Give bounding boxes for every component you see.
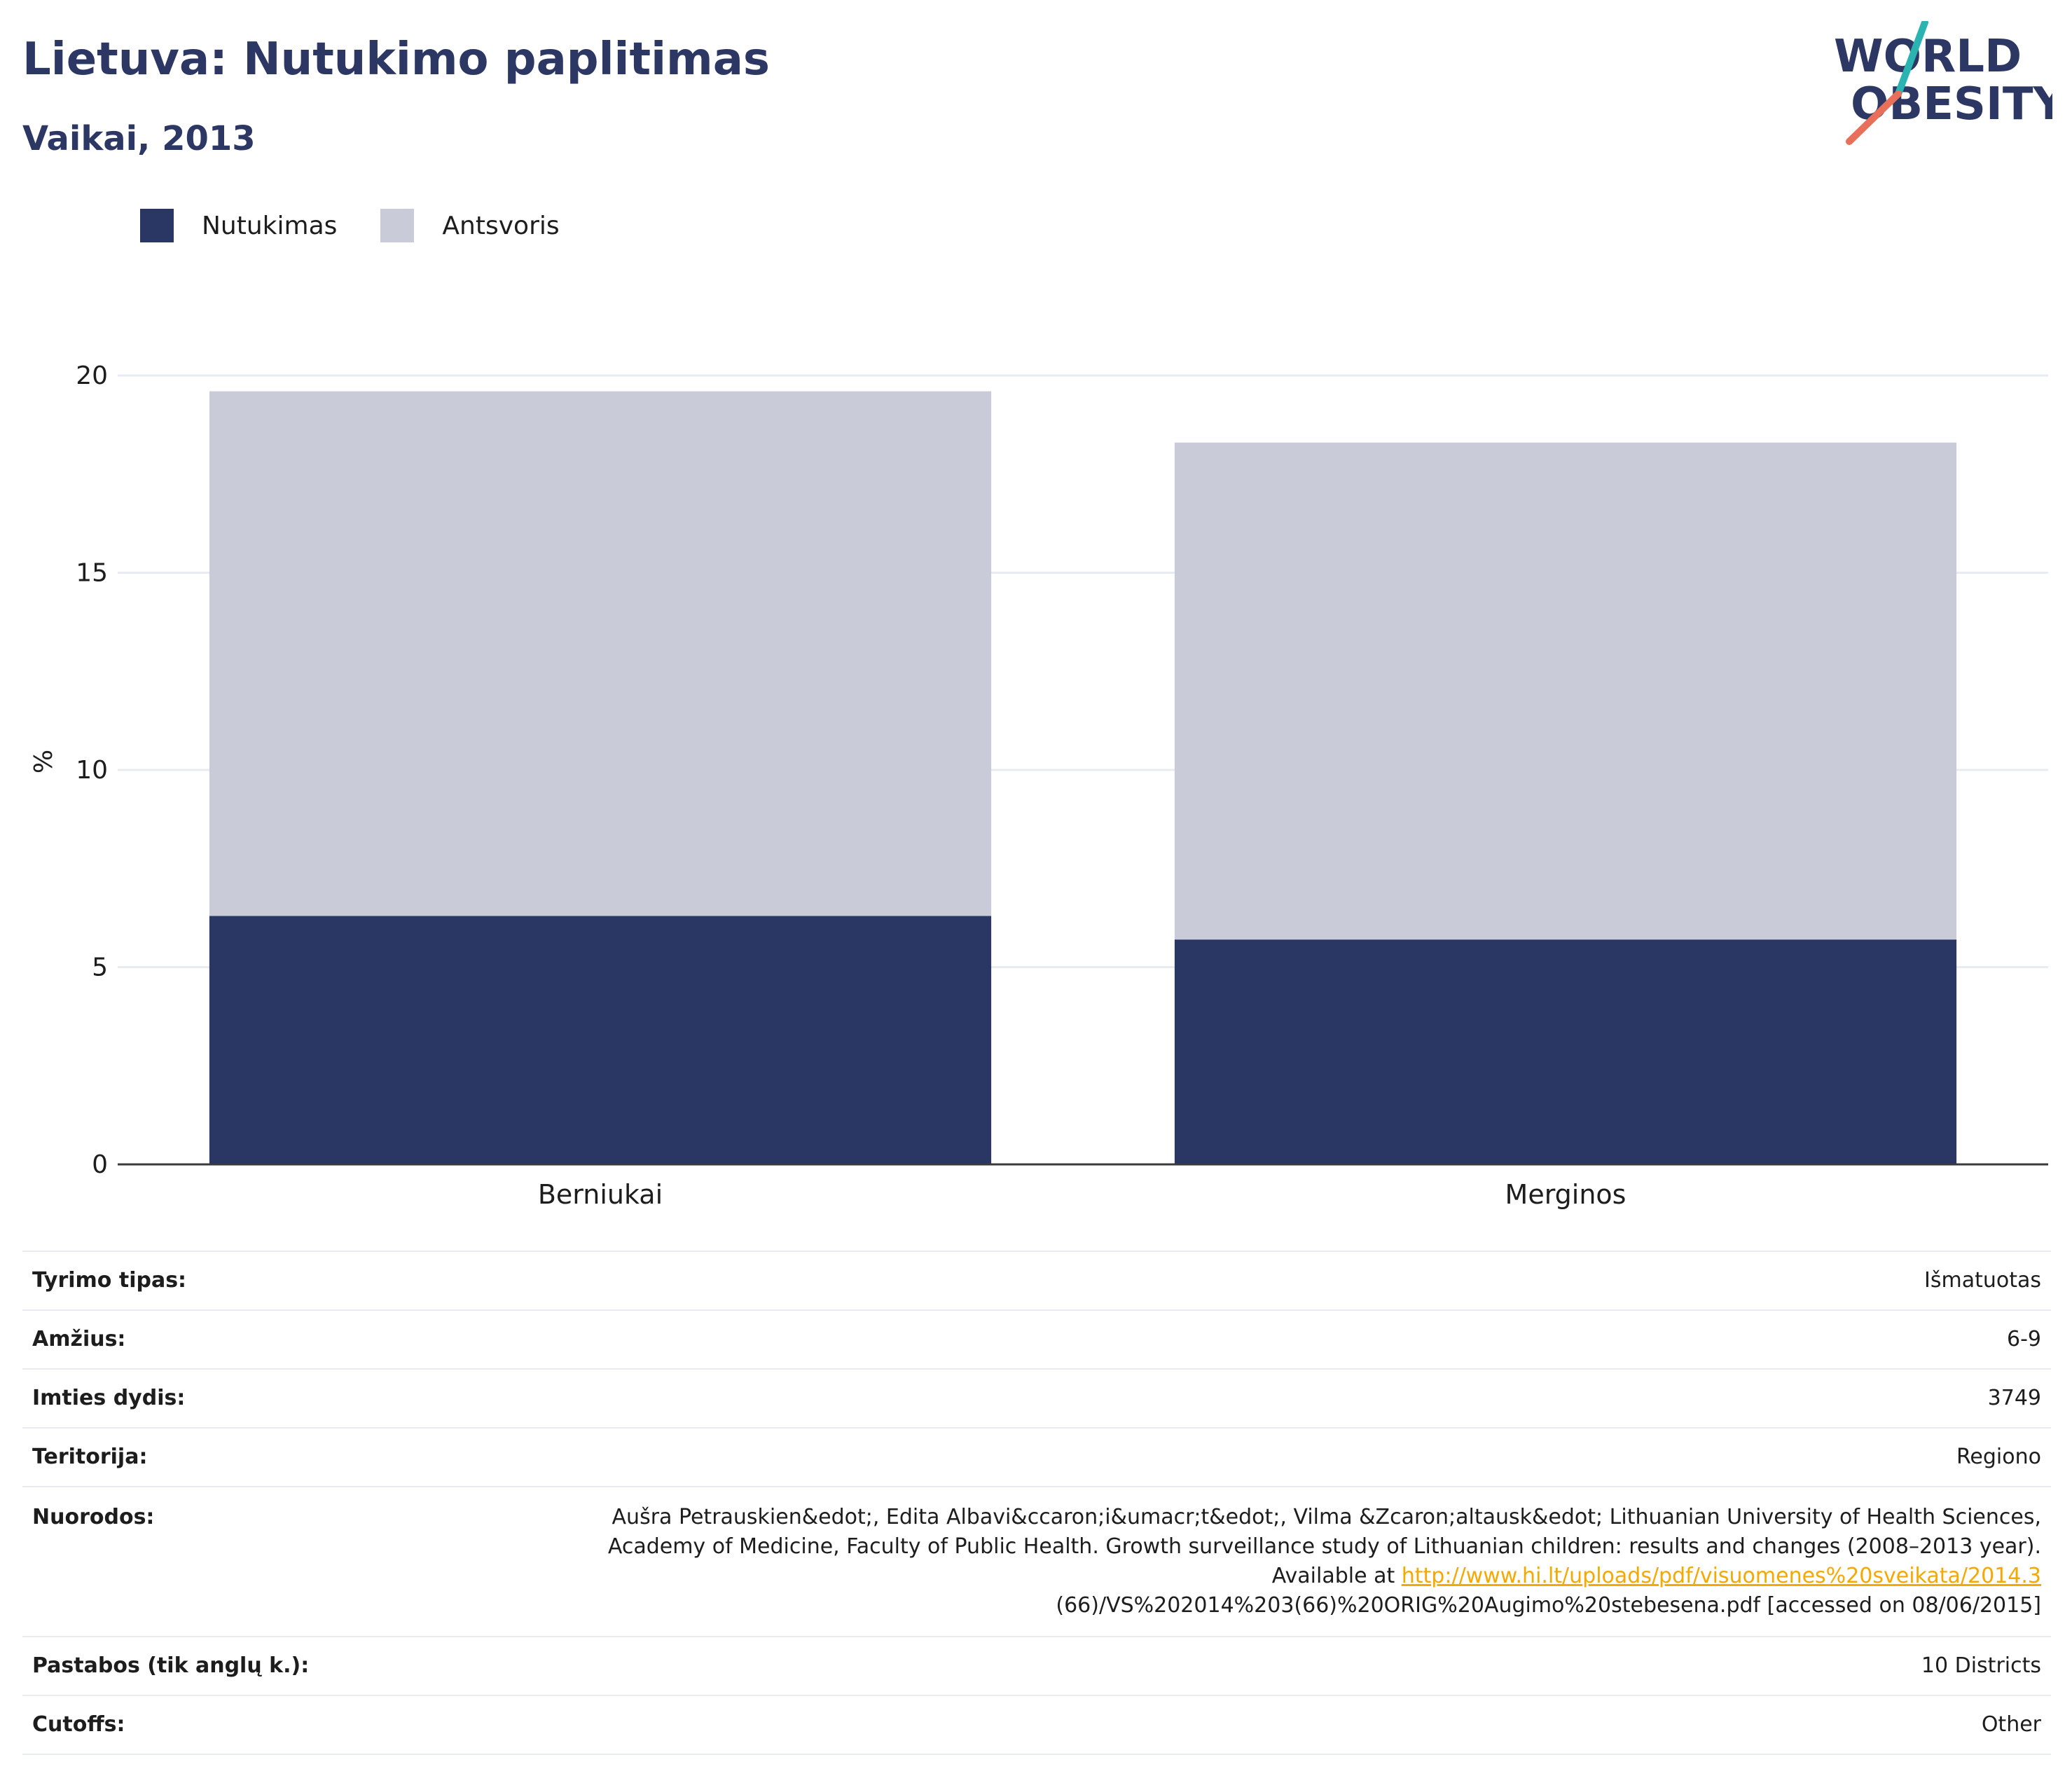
logo-line1: WORLD bbox=[1834, 31, 2022, 83]
reference-link[interactable]: http://www.hi.lt/uploads/pdf/visuomenes%… bbox=[1401, 1564, 2041, 1588]
info-label: Pastabos (tik anglų k.): bbox=[22, 1636, 366, 1696]
legend-swatch-obesity bbox=[140, 209, 174, 242]
info-value: 6-9 bbox=[366, 1309, 2051, 1370]
axes: 0 5 10 15 20 Berniukai Merginos bbox=[76, 362, 2048, 1210]
info-row: Cutoffs: Other bbox=[22, 1695, 2051, 1755]
logo-line2: OBESITY bbox=[1851, 78, 2052, 130]
legend-item-obesity[interactable]: Nutukimas bbox=[140, 209, 337, 242]
legend-label-obesity: Nutukimas bbox=[202, 211, 338, 240]
reference-line: (66)/VS%202014%203(66)%20ORIG%20Augimo%2… bbox=[1056, 1593, 2041, 1618]
legend-swatch-overweight bbox=[380, 209, 415, 242]
info-value: 3749 bbox=[366, 1368, 2051, 1429]
bar-chart: 0 5 10 15 20 Berniukai Merginos % bbox=[29, 362, 2048, 1210]
info-row-reference: Nuorodos: Aušra Petrauskien&edot;, Edita… bbox=[22, 1486, 2051, 1637]
info-label: Amžius: bbox=[22, 1309, 366, 1370]
reference-line: Academy of Medicine, Faculty of Public H… bbox=[607, 1534, 2041, 1559]
y-axis-label: % bbox=[29, 750, 58, 773]
reference-line: Aušra Petrauskien&edot;, Edita Albavi&cc… bbox=[612, 1505, 2041, 1529]
y-tick-label: 0 bbox=[92, 1150, 108, 1179]
bar-obesity bbox=[209, 916, 992, 1164]
bar-obesity bbox=[1174, 939, 1957, 1164]
bar-overweight bbox=[209, 391, 992, 916]
logo-slash-teal bbox=[1895, 21, 1928, 97]
info-label: Cutoffs: bbox=[22, 1695, 366, 1755]
chart-title: Lietuva: Nutukimo paplitimas bbox=[22, 34, 770, 85]
x-tick-label: Berniukai bbox=[538, 1179, 663, 1210]
bars bbox=[209, 391, 1957, 1164]
info-label: Imties dydis: bbox=[22, 1368, 366, 1429]
info-row: Pastabos (tik anglų k.): 10 Districts bbox=[22, 1636, 2051, 1696]
info-row: Teritorija: Regiono bbox=[22, 1427, 2051, 1487]
y-tick-label: 10 bbox=[76, 756, 108, 785]
logo-slash-coral bbox=[1846, 90, 1902, 145]
x-tick-label: Merginos bbox=[1505, 1179, 1626, 1210]
info-row: Imties dydis: 3749 bbox=[22, 1368, 2051, 1429]
legend-item-overweight[interactable]: Antsvoris bbox=[380, 209, 560, 242]
info-value: Regiono bbox=[366, 1427, 2051, 1487]
world-obesity-logo: WORLD OBESITY bbox=[1834, 21, 2052, 145]
reference-text: Aušra Petrauskien&edot;, Edita Albavi&cc… bbox=[366, 1486, 2051, 1637]
info-value: Other bbox=[366, 1695, 2051, 1755]
reference-line: Available at http://www.hi.lt/uploads/pd… bbox=[376, 1562, 2041, 1591]
y-tick-label: 20 bbox=[76, 362, 108, 390]
legend-label-overweight: Antsvoris bbox=[442, 211, 560, 240]
info-row: Amžius: 6-9 bbox=[22, 1309, 2051, 1370]
y-tick-label: 15 bbox=[76, 559, 108, 588]
y-tick-label: 5 bbox=[92, 954, 108, 982]
info-table: Tyrimo tipas: Išmatuotas Amžius: 6-9 Imt… bbox=[22, 1251, 2051, 1755]
info-value: Išmatuotas bbox=[366, 1251, 2051, 1311]
bar-overweight bbox=[1174, 442, 1957, 940]
legend: Nutukimas Antsvoris bbox=[140, 209, 603, 242]
info-label: Tyrimo tipas: bbox=[22, 1251, 366, 1311]
info-value: 10 Districts bbox=[366, 1636, 2051, 1696]
info-row: Tyrimo tipas: Išmatuotas bbox=[22, 1251, 2051, 1311]
info-label: Teritorija: bbox=[22, 1427, 366, 1487]
reference-prefix: Available at bbox=[1271, 1564, 1402, 1588]
info-label: Nuorodos: bbox=[22, 1486, 366, 1637]
chart-subtitle: Vaikai, 2013 bbox=[22, 119, 256, 158]
